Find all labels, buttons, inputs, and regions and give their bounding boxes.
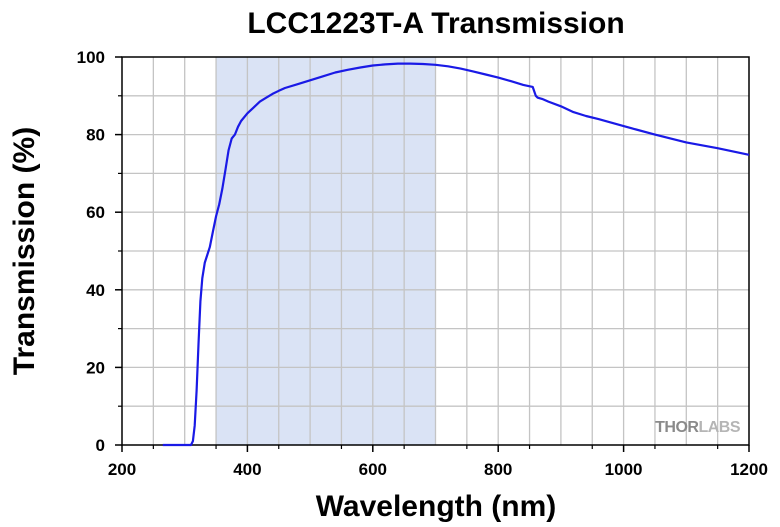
- x-tick-label: 200: [108, 460, 136, 479]
- transmission-line: [162, 62, 750, 447]
- grid-lines: [122, 57, 749, 445]
- y-tick-label: 80: [86, 126, 105, 145]
- x-tick-label: 600: [359, 460, 387, 479]
- x-tick-label: 1200: [730, 460, 768, 479]
- series-group: [162, 62, 750, 447]
- y-tick-label: 60: [86, 203, 105, 222]
- y-tick-label: 20: [86, 358, 105, 377]
- y-tick-label: 100: [77, 48, 105, 67]
- x-tick-label: 800: [484, 460, 512, 479]
- x-tick-label: 1000: [605, 460, 643, 479]
- y-tick-label: 40: [86, 281, 105, 300]
- y-tick-labels: 0 20 40 60 80 100: [77, 48, 122, 455]
- y-axis-label: Transmission (%): [8, 127, 41, 375]
- x-tick-labels: 200 400 600 800 1000 1200: [108, 445, 768, 479]
- x-tick-label: 400: [233, 460, 261, 479]
- thorlabs-logo: THORLABS: [655, 419, 741, 436]
- chart-title: LCC1223T-A Transmission: [247, 7, 624, 40]
- y-tick-label: 0: [96, 436, 105, 455]
- x-axis-label: Wavelength (nm): [316, 490, 557, 523]
- logo-part-thor: THOR: [655, 419, 699, 436]
- logo-part-labs: LABS: [698, 419, 740, 436]
- plot-frame: [121, 56, 750, 446]
